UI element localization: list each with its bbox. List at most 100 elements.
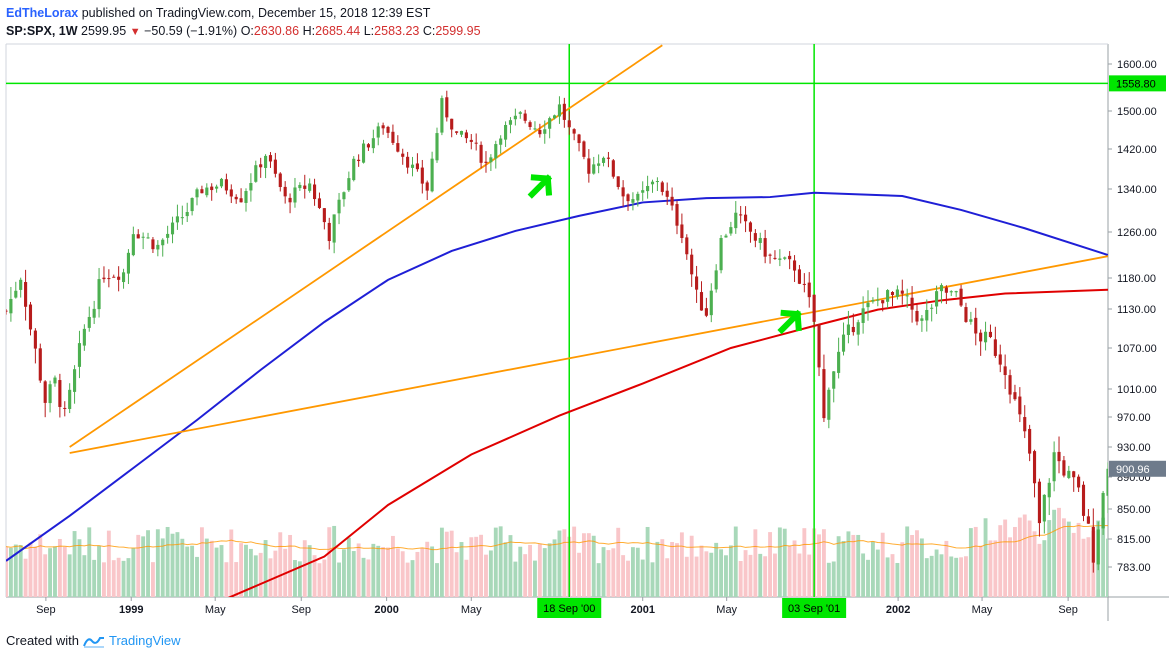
volume-bar (6, 546, 8, 597)
volume-bar (846, 531, 851, 597)
candle-body (690, 254, 694, 275)
volume-bar (1022, 514, 1027, 597)
volume-bar (915, 530, 919, 597)
volume-bar (919, 538, 924, 597)
volume-bar (694, 556, 699, 597)
volume-bar (802, 528, 807, 597)
volume-bar (351, 551, 356, 597)
last-price: 2599.95 (81, 24, 127, 38)
volume-bar (797, 553, 802, 597)
price-chart[interactable]: 1600.00 1500.00 1420.00 1340.00 1260.00 1180.… (0, 0, 1169, 625)
symbol-label[interactable]: SP:SPX, 1W (6, 24, 78, 38)
candle-body (234, 196, 238, 200)
candle-body (675, 204, 679, 226)
candle-body (577, 134, 581, 144)
volume-bar (552, 539, 557, 597)
low-label: L: (363, 24, 375, 38)
high-value: 2685.44 (315, 24, 361, 38)
volume-bar (777, 527, 782, 597)
time-tick-label: 2000 (374, 604, 398, 616)
volume-bar (273, 550, 278, 597)
volume-bar (1013, 526, 1017, 597)
author-link[interactable]: EdTheLorax (6, 6, 79, 20)
volume-bar (640, 559, 645, 597)
volume-bar (410, 560, 415, 597)
chart-header: EdTheLorax published on TradingView.com,… (6, 5, 1106, 40)
candle-body (886, 290, 890, 302)
volume-bar (998, 525, 1003, 597)
candle-body (582, 141, 586, 157)
volume-bar (199, 527, 204, 597)
volume-bar (297, 561, 302, 597)
volume-bar (817, 534, 821, 597)
volume-bar (743, 550, 748, 597)
volume-bar (787, 546, 792, 597)
candle-body (822, 369, 826, 419)
candle-body (557, 104, 562, 117)
volume-bar (1101, 517, 1106, 597)
volume-bar (537, 544, 542, 597)
candle-body (729, 227, 733, 234)
volume-bar (513, 561, 518, 597)
volume-bar (381, 547, 386, 597)
candle-body (778, 258, 782, 260)
candle-body (538, 129, 542, 135)
volume-bar (719, 549, 724, 597)
candle-body (366, 144, 370, 148)
candle-body (979, 332, 983, 342)
volume-bar (209, 540, 214, 597)
volume-bar (175, 532, 180, 597)
candle-body (827, 389, 831, 420)
volume-bar (557, 530, 562, 597)
price-tick-label: 1600.00 (1117, 59, 1157, 71)
open-value: 2630.86 (253, 24, 300, 38)
candle-body (631, 199, 635, 203)
volume-bar (792, 540, 797, 597)
volume-bar (655, 541, 660, 597)
candle-body (117, 276, 121, 280)
candle-body (180, 217, 184, 219)
volume-bar (939, 554, 944, 597)
candle-body (210, 186, 214, 191)
volume-bar (444, 531, 449, 597)
volume-bar (733, 526, 738, 597)
volume-bar (102, 562, 106, 597)
volume-bar (312, 555, 317, 597)
volume-bar (43, 554, 48, 597)
candle-body (6, 310, 8, 312)
candle-body (24, 282, 28, 307)
candle-body (459, 130, 464, 135)
volume-bar (479, 534, 484, 597)
candle-body (317, 198, 322, 208)
candle-body (866, 302, 870, 308)
volume-bar (371, 543, 376, 597)
candle-body (949, 291, 953, 293)
volume-bar (1106, 538, 1108, 597)
candle-body (616, 176, 620, 187)
volume-bar (1076, 522, 1081, 597)
price-tick-label: 1260.00 (1117, 227, 1157, 239)
volume-bar (307, 545, 312, 597)
publish-line: EdTheLorax published on TradingView.com,… (6, 5, 1106, 21)
candle-body (386, 126, 390, 133)
volume-bar (97, 545, 101, 597)
volume-bar (1003, 519, 1008, 597)
volume-bar (229, 529, 234, 597)
candle-body (170, 222, 175, 235)
candle-body (1101, 492, 1105, 529)
time-tick-label: Sep (36, 604, 56, 616)
tradingview-brand-link[interactable]: TradingView (108, 633, 181, 648)
candle-body (621, 187, 625, 197)
volume-bar (278, 532, 283, 597)
volume-bar (768, 532, 772, 597)
volume-bar (469, 537, 474, 597)
candle-body (77, 343, 82, 367)
volume-bar (77, 539, 82, 597)
volume-bar (337, 562, 341, 597)
candle-body (200, 189, 204, 194)
candle-body (107, 278, 111, 280)
volume-bar (870, 541, 875, 597)
candle-body (376, 126, 380, 138)
candle-body (43, 381, 47, 403)
volume-bar (905, 526, 910, 597)
